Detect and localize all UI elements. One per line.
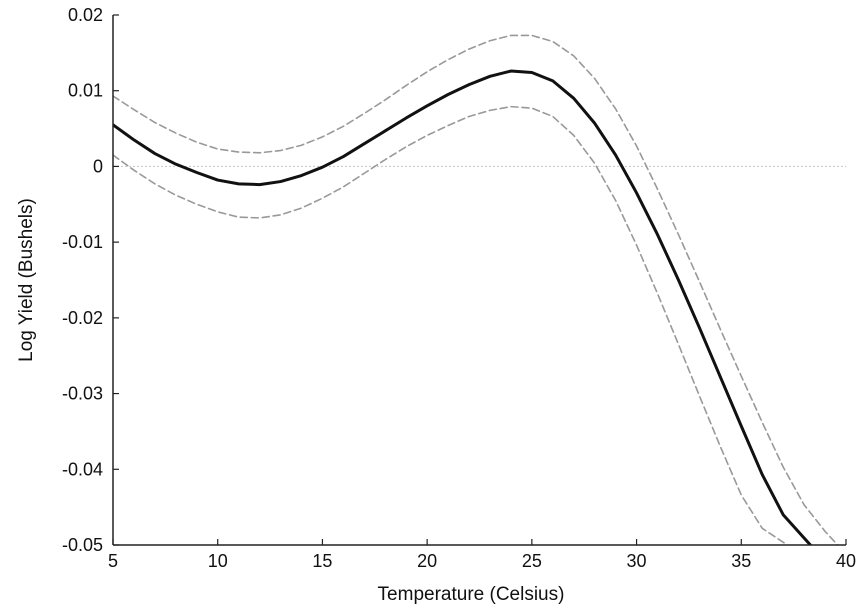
x-tick-label: 25: [522, 551, 542, 571]
y-tick-label: -0.05: [62, 535, 103, 555]
y-tick-label: 0.01: [68, 81, 103, 101]
x-tick-label: 15: [312, 551, 332, 571]
y-tick-label: -0.01: [62, 232, 103, 252]
series-line-estimate: [113, 69, 812, 545]
y-tick-label: -0.03: [62, 384, 103, 404]
series-line-lower-bound: [113, 105, 789, 545]
x-tick-label: 30: [627, 551, 647, 571]
y-tick-label: 0.02: [68, 5, 103, 25]
x-tick-label: 35: [731, 551, 751, 571]
axes: 5 10 15 20 25 30 35 40 0.02 0.01 0 -0.01 -0.02 -0.03 -…: [62, 5, 856, 571]
x-tick-label: 20: [417, 551, 437, 571]
y-tick-label: 0: [93, 156, 103, 176]
x-axis-label: Temperature (Celsius): [378, 584, 565, 605]
y-tick-label: -0.04: [62, 459, 103, 479]
x-tick-label: 40: [836, 551, 856, 571]
y-axis-label: Log Yield (Bushels): [16, 198, 37, 362]
y-tick-label: -0.02: [62, 308, 103, 328]
x-tick-label: 5: [108, 551, 118, 571]
plot-area: [113, 34, 846, 545]
series-line-upper-bound: [113, 34, 839, 545]
x-tick-label: 10: [208, 551, 228, 571]
